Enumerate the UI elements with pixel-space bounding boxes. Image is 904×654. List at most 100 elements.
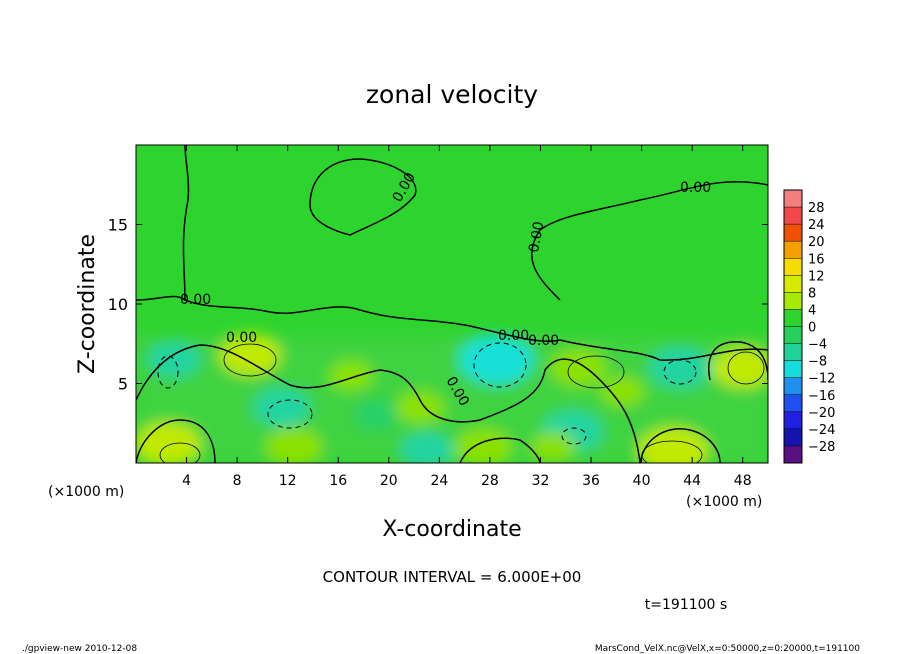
- neg-contour: [473, 342, 527, 388]
- contour-label: 0.00: [680, 180, 711, 196]
- positive-anomaly: [395, 390, 446, 425]
- colorbar-label: −4: [808, 338, 827, 353]
- plot-area: 0.00 0.00 0.00 0.00 0.00 0.00 0.00 0.00: [135, 144, 769, 464]
- colorbar-label: −8: [808, 355, 827, 370]
- x-tick-label: 16: [329, 473, 347, 489]
- pos-contour: [641, 440, 703, 463]
- colorbar-label: −20: [808, 406, 835, 421]
- pos-contour: [567, 355, 625, 389]
- x-tick-label: 36: [582, 473, 600, 489]
- zero-contour-right2: [708, 341, 768, 381]
- positive-anomaly: [530, 431, 576, 463]
- colorbar-label: 20: [808, 235, 825, 250]
- colorbar-label: 12: [808, 269, 825, 284]
- colorbar-swatch: [784, 360, 802, 379]
- x-tick-label: 24: [430, 473, 448, 489]
- x-unit-left: (×1000 m): [48, 484, 124, 500]
- contour-label: 0.00: [498, 328, 529, 344]
- neg-contour: [267, 399, 313, 429]
- colorbar-label: 16: [808, 252, 825, 267]
- colorbar-swatch: [784, 411, 802, 430]
- colorbar-label: 8: [808, 286, 816, 301]
- x-axis-ticks: 4 8 12 16 20 24 28 32 36 40 44 48: [182, 145, 752, 489]
- negative-contours: [157, 342, 697, 445]
- time-label: t=191100 s: [645, 597, 727, 613]
- colorbar-label: −12: [808, 372, 835, 387]
- colorbar: 28 24 20 16 12 8 4 0 −4 −8 −12 −16 −20 −24 −28: [783, 189, 835, 464]
- positive-anomaly: [218, 333, 282, 377]
- chart-title: zonal velocity: [366, 80, 538, 109]
- neg-contour: [561, 427, 587, 445]
- y-axis-ticks: 5 10 15: [108, 216, 768, 394]
- colorbar-swatch: [784, 190, 802, 208]
- x-tick-label: 40: [633, 473, 651, 489]
- colorbar-swatch: [784, 241, 802, 259]
- contour-label: 0.00: [180, 292, 211, 308]
- colorbar-swatch: [784, 428, 802, 447]
- zero-contour-upper: [182, 145, 190, 301]
- colorbar-swatch: [784, 224, 802, 242]
- colorbar-label: 4: [808, 303, 816, 318]
- x-tick-label: 8: [233, 473, 242, 489]
- y-axis-label: Z-coordinate: [75, 234, 100, 374]
- x-tick-label: 44: [683, 473, 701, 489]
- pos-contour: [223, 343, 277, 377]
- negative-anomaly: [251, 387, 311, 428]
- colorbar-swatch: [784, 343, 802, 362]
- contour-label: 0.00: [526, 220, 547, 253]
- colorbar-swatch: [784, 326, 802, 344]
- neg-contour: [663, 359, 697, 385]
- negative-anomaly: [647, 346, 712, 389]
- colorbar-swatch: [784, 275, 802, 293]
- positive-contours: [159, 343, 765, 463]
- colorbar-label: −28: [808, 440, 835, 455]
- positive-anomaly: [599, 375, 646, 408]
- pos-contour: [159, 442, 201, 463]
- zero-contour-low4: [639, 428, 721, 463]
- x-tick-label: 4: [182, 473, 191, 489]
- colorbar-swatch: [784, 207, 802, 225]
- zero-contour-dome: [309, 158, 417, 236]
- x-axis-label: X-coordinate: [382, 517, 521, 542]
- x-tick-label: 28: [481, 473, 499, 489]
- negative-anomaly: [146, 341, 202, 379]
- positive-anomaly: [637, 426, 710, 463]
- colorbar-label: 0: [808, 321, 816, 336]
- x-tick-label: 12: [279, 473, 297, 489]
- zero-contour-low3: [459, 437, 541, 463]
- positive-anomaly: [328, 359, 374, 392]
- colorbar-swatch: [784, 394, 802, 413]
- colorbar-label: −16: [808, 389, 835, 404]
- positive-anomaly: [454, 427, 513, 463]
- velocity-field: [136, 333, 768, 463]
- field-shading: [136, 333, 768, 463]
- contour-lines: [136, 145, 768, 463]
- colorbar-label: −24: [808, 423, 835, 438]
- positive-anomaly: [711, 346, 768, 389]
- negative-anomaly: [399, 431, 454, 463]
- colorbar-swatch: [784, 377, 802, 396]
- y-tick-label: 15: [108, 216, 128, 235]
- x-tick-label: 20: [380, 473, 398, 489]
- pos-contour: [727, 351, 765, 385]
- neg-contour: [157, 355, 179, 389]
- contour-interval: CONTOUR INTERVAL = 6.000E+00: [323, 568, 582, 586]
- zero-contour-main: [136, 295, 768, 361]
- colorbar-swatch: [784, 258, 802, 276]
- y-tick-label: 10: [108, 295, 128, 314]
- positive-anomaly: [264, 427, 324, 463]
- contour-label: 0.00: [528, 333, 559, 349]
- colorbar-swatch: [784, 292, 802, 310]
- footer-right: MarsCond_VelX.nc@VelX,x=0:50000,z=0:2000…: [595, 644, 860, 654]
- colorbar-swatch: [784, 445, 802, 464]
- zero-contour-low1: [136, 344, 641, 463]
- x-unit-right: (×1000 m): [686, 494, 762, 510]
- colorbar-swatch: [784, 309, 802, 327]
- zero-contour-right: [530, 180, 768, 301]
- y-tick-label: 5: [118, 375, 128, 394]
- zero-contour-low2: [136, 419, 216, 463]
- contour-label: 0.00: [226, 330, 257, 346]
- colorbar-label: 24: [808, 218, 825, 233]
- positive-anomaly: [549, 347, 608, 388]
